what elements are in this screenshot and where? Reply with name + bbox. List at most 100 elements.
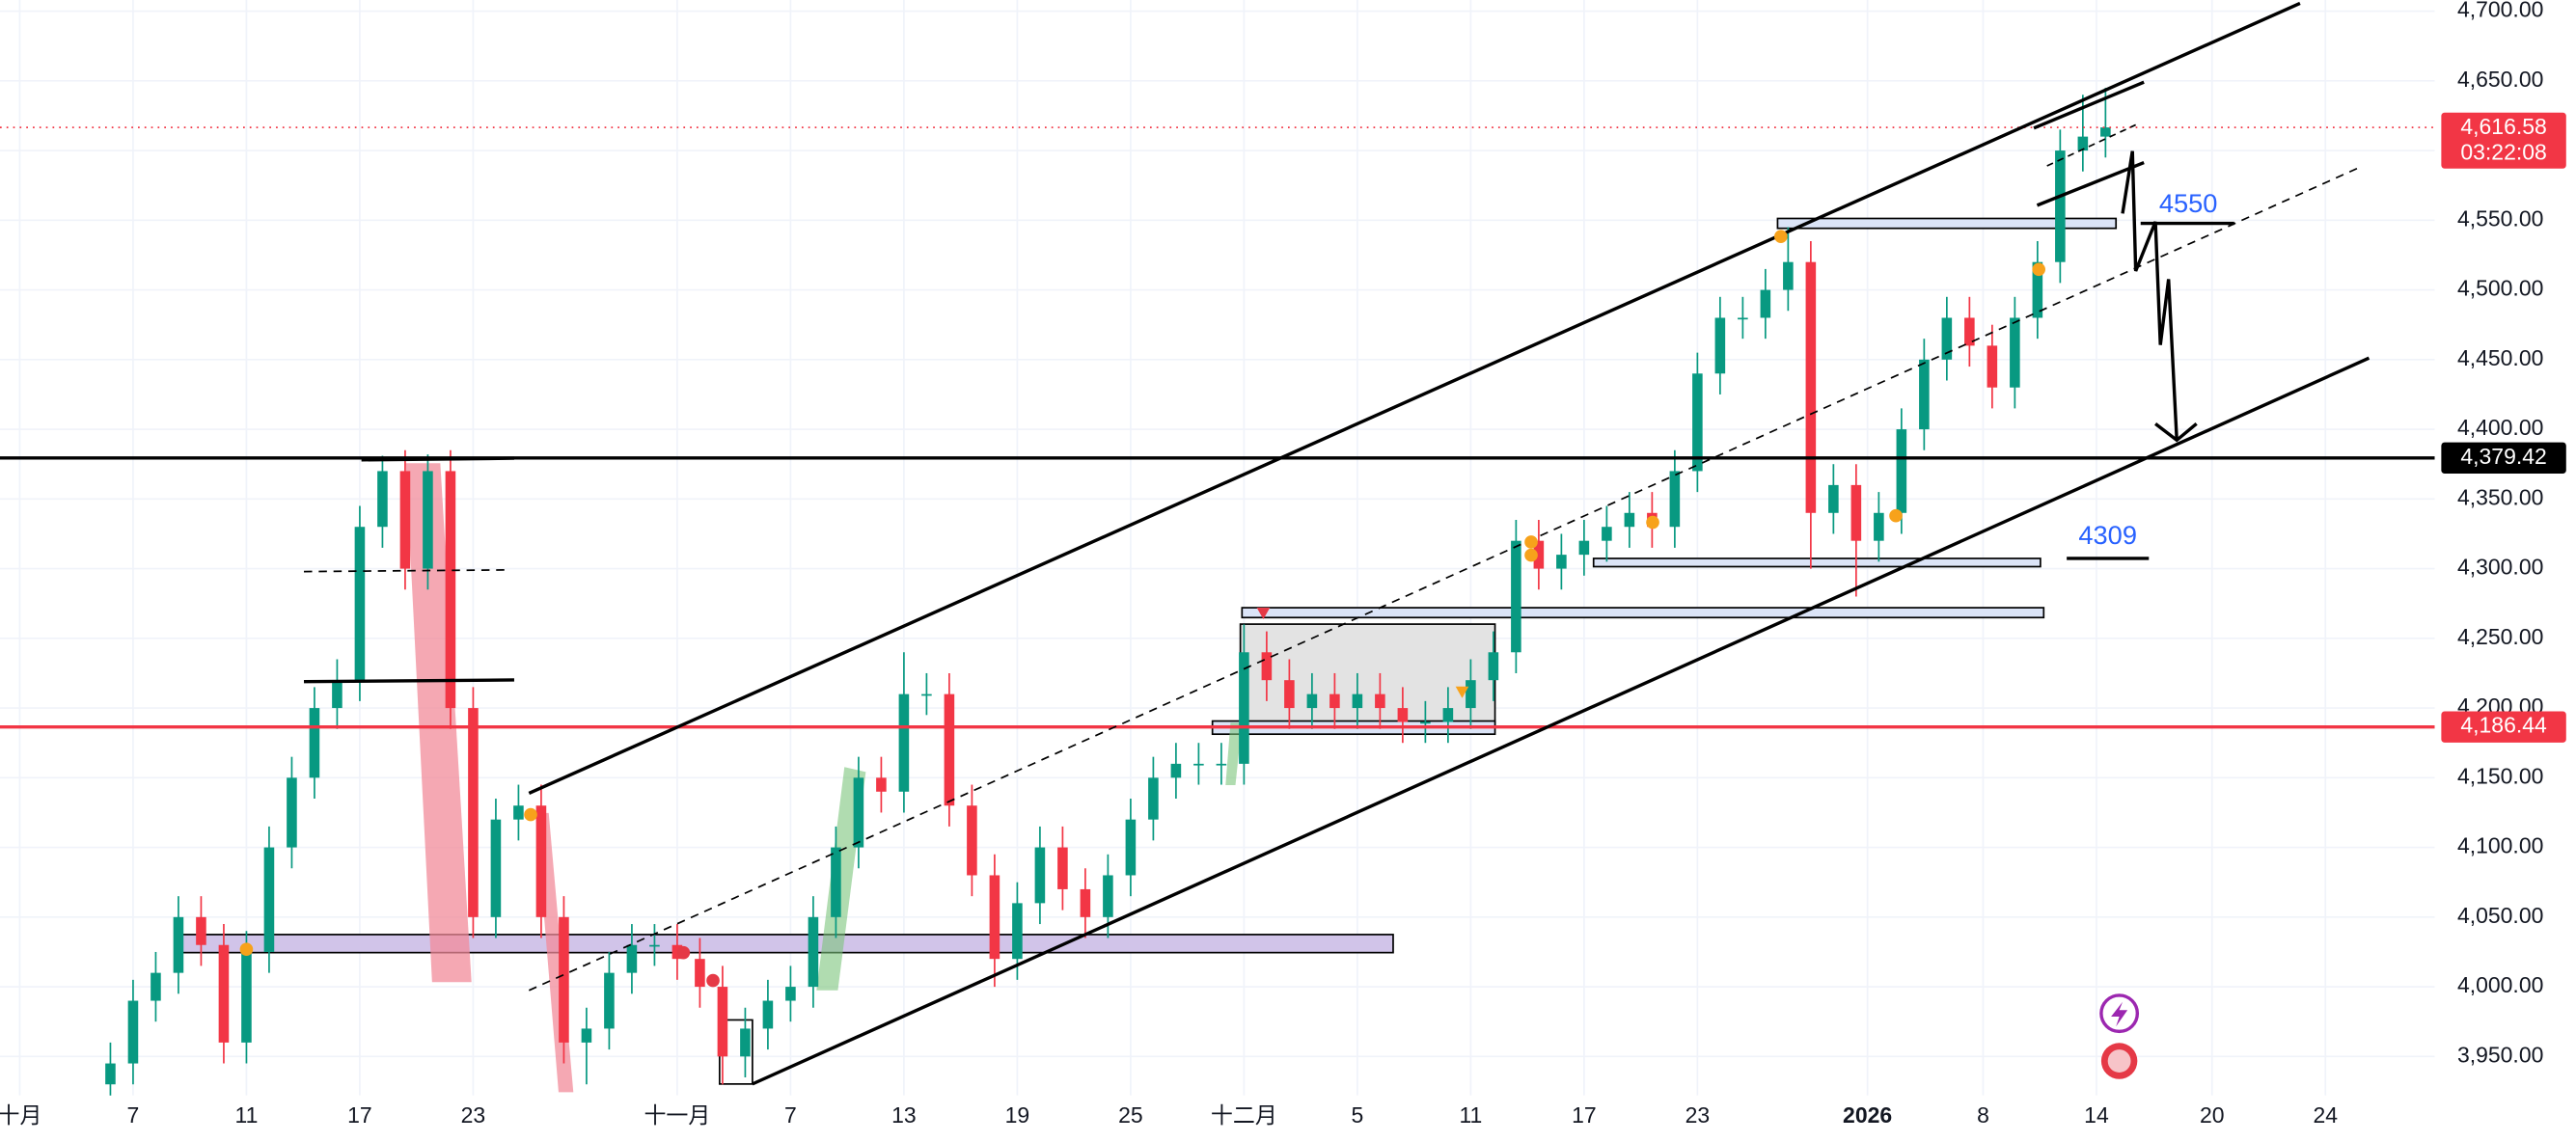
channel-mid [528, 166, 2360, 992]
y-tick-label: 4,000.00 [2457, 972, 2543, 997]
candle-body [1012, 903, 1023, 960]
candle-body [740, 1028, 751, 1057]
candle-body [309, 708, 320, 778]
candle-body [1578, 540, 1590, 556]
channel-lower [752, 356, 2370, 1086]
x-tick-label: 14 [2084, 1102, 2109, 1128]
candle-body [1193, 763, 1204, 766]
candle-body [1692, 373, 1703, 472]
candle-body [626, 944, 638, 973]
candle-body [423, 471, 433, 569]
candle-body [1556, 555, 1567, 569]
highlight [816, 767, 866, 991]
candle-body [445, 471, 456, 709]
candle-body [921, 693, 932, 696]
marker [524, 807, 537, 822]
candle-body [944, 693, 955, 806]
candle-body [1488, 652, 1499, 681]
zone [1776, 217, 2118, 230]
candle-body [1738, 317, 1748, 320]
marker [2032, 262, 2045, 277]
x-tick-label: 17 [347, 1102, 372, 1128]
candle-body [1352, 693, 1363, 709]
candle-body [717, 987, 728, 1057]
x-tick-label: 13 [891, 1102, 917, 1128]
y-tick-label: 4,650.00 [2457, 67, 2543, 92]
candle-body [559, 916, 569, 1043]
candle-body [1442, 708, 1454, 722]
y-tick-label: 4,250.00 [2457, 624, 2543, 649]
candle-body [876, 777, 887, 792]
candle-body [173, 916, 184, 973]
x-tick-label: 25 [1118, 1102, 1143, 1128]
candle-body [1987, 345, 1998, 388]
candle-body [1103, 875, 1113, 917]
y-tick-label: 4,700.00 [2457, 0, 2543, 22]
candle-body [785, 987, 796, 1001]
candle-body [1533, 540, 1545, 569]
candle-body [468, 708, 479, 917]
y-tick-label: 4,300.00 [2457, 555, 2543, 580]
candle-body [1420, 721, 1431, 724]
zone [1239, 623, 1496, 727]
x-tick-label: 17 [1572, 1102, 1597, 1128]
candle-body [2032, 261, 2043, 318]
y-tick-label: 3,950.00 [2457, 1042, 2543, 1067]
x-tick-label: 20 [2200, 1102, 2225, 1128]
price-label-box [2441, 711, 2566, 743]
marker [1524, 535, 1538, 549]
marker [1455, 686, 1469, 698]
candle-body [377, 471, 388, 528]
candle-body [1261, 652, 1273, 681]
y-tick-label: 4,050.00 [2457, 903, 2543, 928]
highlight [1225, 722, 1243, 785]
y-tick-label: 4,100.00 [2457, 833, 2543, 858]
candle-body [535, 805, 547, 917]
candle-body [1602, 527, 1612, 541]
candle-body [1714, 317, 1726, 374]
x-tick-label: 十月 [0, 1102, 41, 1128]
arrow-head [2154, 421, 2198, 443]
annotation: 4309 [2078, 520, 2137, 550]
candles [105, 88, 2111, 1105]
candle-body [127, 1000, 139, 1064]
countdown: 03:22:08 [2460, 139, 2546, 164]
x-tick-label: 8 [1977, 1102, 1989, 1128]
marker [239, 942, 254, 957]
zone [1241, 607, 2045, 619]
y-tick-label: 4,450.00 [2457, 345, 2543, 370]
candle-body [1148, 777, 1159, 820]
candle-body [513, 805, 524, 820]
marker [1774, 230, 1788, 244]
marker [1524, 548, 1538, 562]
candle-body [989, 875, 1000, 960]
x-tick-label: 十一月 [644, 1102, 710, 1128]
candle-body [2055, 150, 2066, 262]
candle-body [649, 944, 660, 947]
x-tick-label: 19 [1005, 1102, 1030, 1128]
candle-body [2100, 127, 2111, 137]
candle-body [1329, 693, 1340, 709]
level [304, 678, 514, 684]
x-tick-label: 23 [1685, 1102, 1711, 1128]
candle-body [1375, 693, 1385, 709]
icon [2111, 1001, 2128, 1027]
annotation: 4550 [2159, 188, 2218, 218]
wedge [2036, 161, 2145, 207]
candle-body [151, 972, 161, 1001]
price-label: 4,186.44 [2460, 713, 2547, 738]
candle-body [2010, 317, 2020, 388]
candle-body [1466, 680, 1476, 709]
candle-body [1805, 261, 1817, 513]
candle-body [1034, 847, 1046, 904]
candle-body [1941, 317, 1953, 360]
candle-body [1964, 317, 1975, 346]
y-tick-label: 4,150.00 [2457, 763, 2543, 788]
price-label-box [2441, 442, 2566, 474]
candle-body [1896, 429, 1907, 513]
candle-body [1919, 359, 1930, 430]
grid [0, 0, 2435, 1096]
